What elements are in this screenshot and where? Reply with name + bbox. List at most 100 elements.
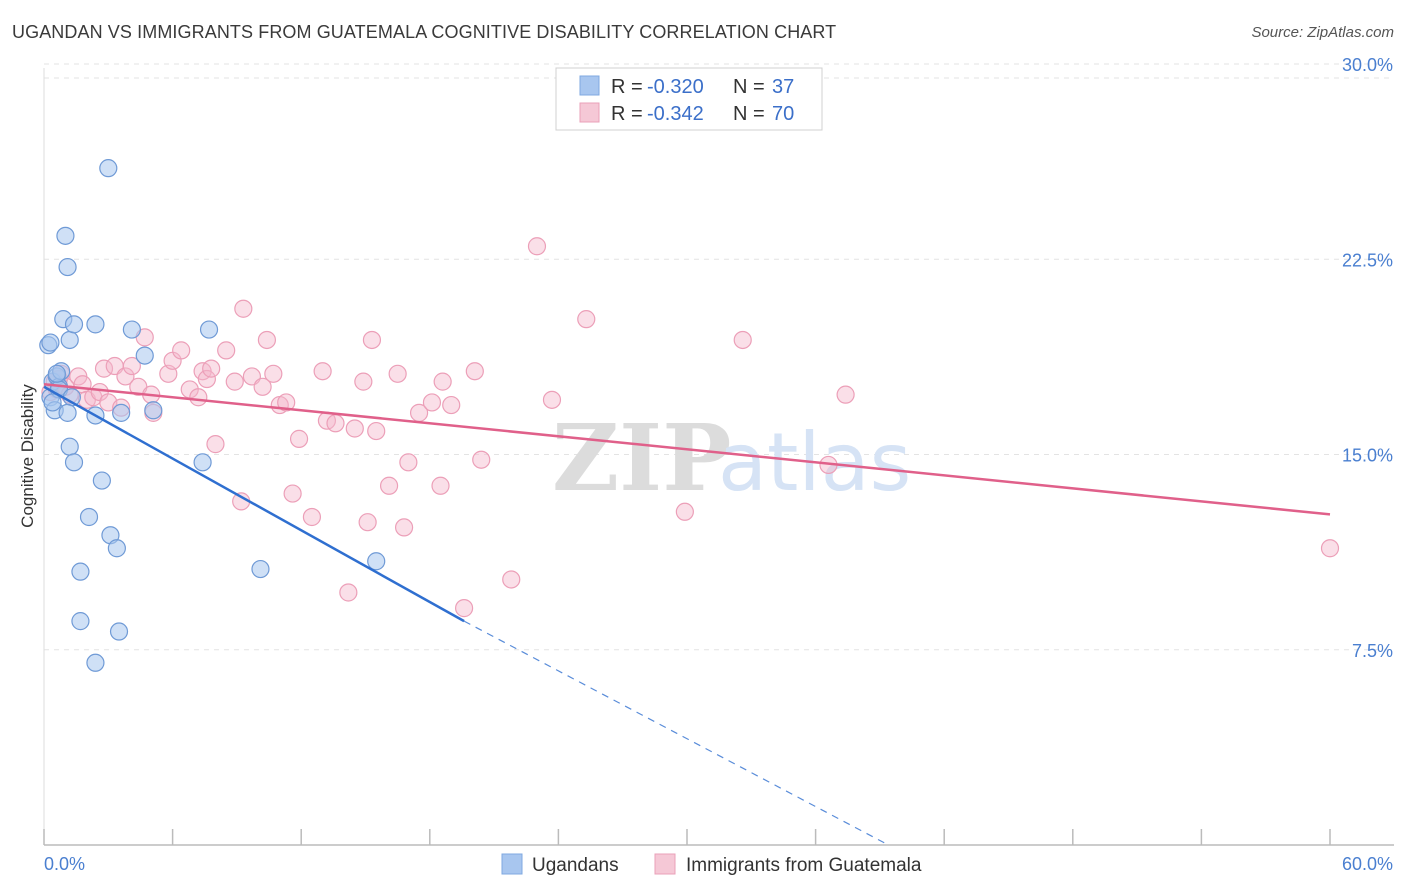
ugandan-point [251,559,270,579]
legend: R = -0.320 N = 37 R = -0.342 N = 70 [555,67,823,131]
guatemala-point [283,484,302,503]
guatemala-point [836,385,855,404]
ugandan-point [86,653,105,672]
guatemala-point [277,393,296,412]
ugandan-point [71,612,90,631]
ugandan-trend-line [43,385,465,623]
guatemala-point [94,359,114,378]
y-tick-label: 7.5% [1352,641,1393,661]
bottom-legend: Ugandans Immigrants from Guatemala [501,853,922,876]
guatemala-point [302,507,322,527]
guatemala-point [733,330,752,350]
ugandan-point [58,403,77,422]
ugandan-point [79,507,99,527]
ugandan-point [64,315,84,334]
guatemala-point [189,388,208,407]
bottom-legend-label-ugandans: Ugandans [532,855,619,876]
guatemala-point [442,395,461,415]
guatemala-point [234,299,253,318]
bottom-legend-label-guatemala: Immigrants from Guatemala [686,855,922,876]
guatemala-point [264,364,283,383]
bottom-legend-swatch-guatemala [654,853,676,875]
ugandan-point [99,159,118,178]
guatemala-point [345,419,364,438]
legend-swatch-ugandans [579,75,600,96]
guatemala-point [465,362,484,381]
x-tick-label: 0.0% [44,854,85,874]
ugandan-points [39,159,386,672]
legend-r-label: R = [611,76,643,98]
ugandan-point [135,346,154,365]
y-tick-label: 30.0% [1342,55,1393,75]
y-axis-label: Cognitive Disability [18,384,37,528]
guatemala-point [1320,539,1340,558]
ugandan-point [122,320,141,339]
trend-lines [43,382,1331,846]
ugandan-point [144,401,163,420]
ugandan-point [367,552,386,571]
x-ticks [43,829,1331,845]
y-tick-labels: 7.5% 15.0% 22.5% 30.0% [1342,55,1393,661]
ugandan-point [71,562,90,581]
ugandan-point [86,315,105,334]
legend-swatch-guatemala [579,102,600,123]
guatemala-point [542,390,562,409]
ugandan-point [47,364,66,383]
legend-n-label: N = [733,103,765,125]
guatemala-point [225,372,244,391]
legend-box [555,67,823,131]
watermark-zip: ZIP [552,404,731,512]
ugandan-trend-extension [463,620,889,846]
guatemala-point [502,570,521,589]
legend-n-label: N = [733,76,765,98]
bottom-legend-swatch-ugandans [501,853,523,875]
chart-title: UGANDAN VS IMMIGRANTS FROM GUATEMALA COG… [12,22,837,42]
guatemala-point [399,453,418,472]
guatemala-point [289,429,309,448]
guatemala-point [358,513,377,532]
guatemala-point [422,393,442,412]
grid-lines [44,63,1394,651]
guatemala-point [202,359,221,378]
ugandan-point [199,320,219,339]
legend-r-label: R = [611,103,643,125]
guatemala-point [527,237,547,256]
watermark: ZIP atlas [552,404,911,512]
ugandan-point [193,453,212,472]
guatemala-point [313,362,332,381]
chart-source: Source: ZipAtlas.com [1251,24,1394,41]
guatemala-point [379,476,399,495]
x-tick-labels: 0.0% 60.0% [44,854,1393,874]
guatemala-point [433,372,452,391]
guatemala-point [431,476,450,495]
guatemala-point [326,414,345,433]
legend-n-value: 70 [772,103,794,125]
ugandan-point [58,257,77,277]
guatemala-point [394,518,414,537]
guatemala-point [354,372,373,391]
guatemala-point [197,369,216,389]
legend-r-value: -0.320 [647,76,704,98]
guatemala-point [339,583,358,602]
guatemala-point [577,310,596,329]
guatemala-point [116,367,135,386]
guatemala-point [388,364,407,383]
x-tick-label: 60.0% [1342,854,1393,874]
ugandan-point [107,539,126,558]
ugandan-point [60,437,79,456]
legend-n-value: 37 [772,76,794,98]
y-tick-label: 15.0% [1342,446,1393,466]
guatemala-point [253,377,272,396]
ugandan-point [92,471,111,490]
legend-r-value: -0.342 [647,103,704,125]
guatemala-point [454,599,474,618]
ugandan-point [112,403,131,422]
guatemala-point [172,341,191,360]
guatemala-point [362,330,382,350]
guatemala-point [206,435,225,454]
y-tick-label: 22.5% [1342,250,1393,270]
guatemala-point [675,502,694,521]
ugandan-point [56,226,75,245]
axes [43,68,1394,846]
